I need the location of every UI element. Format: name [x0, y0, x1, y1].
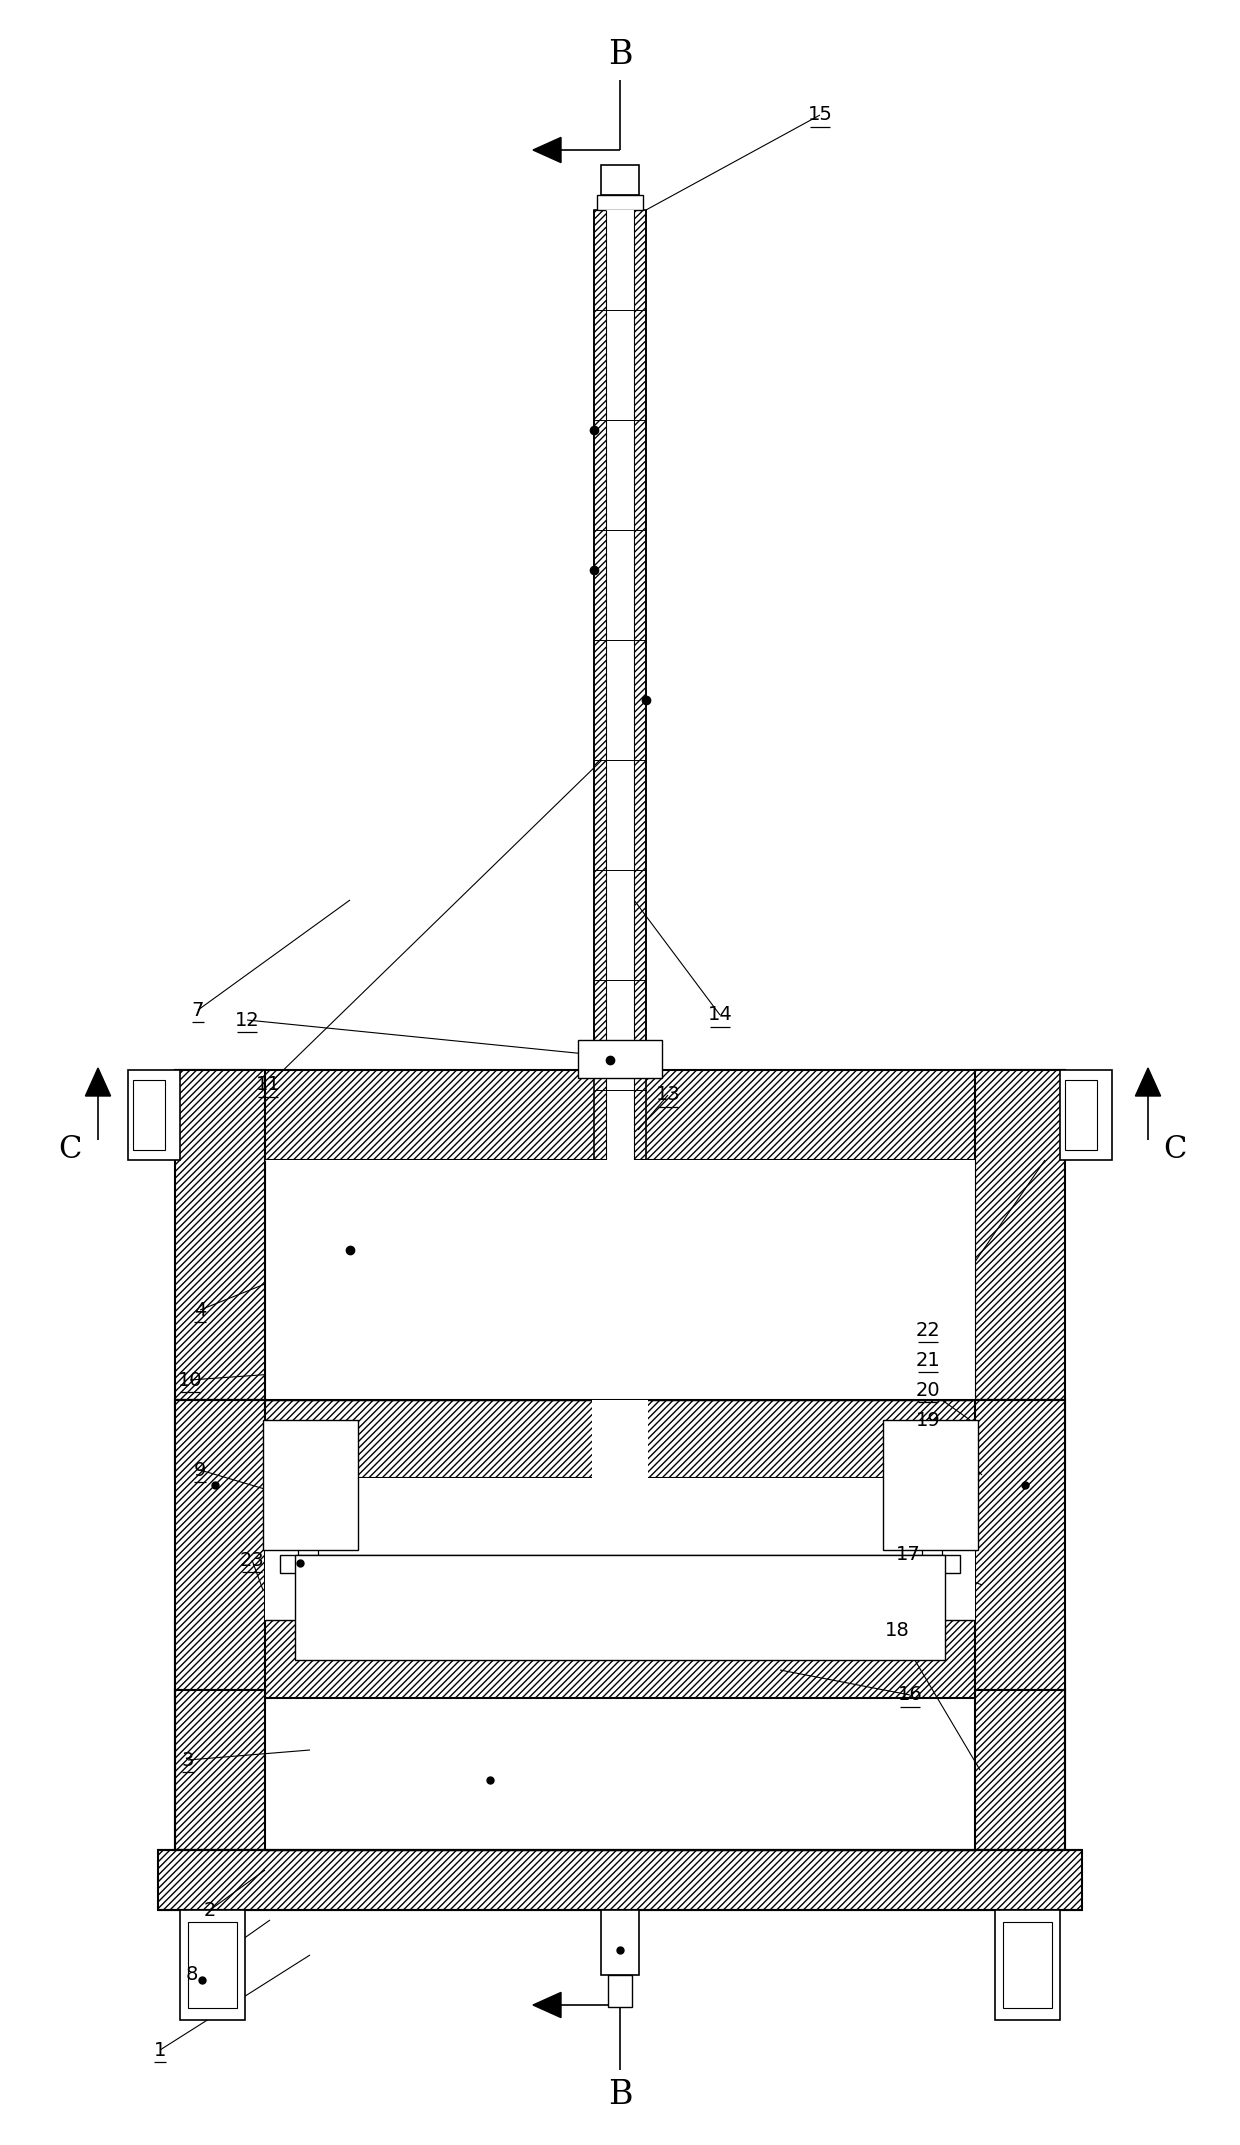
Bar [128, 1070, 180, 1160]
Bar [591, 1401, 649, 1478]
Bar [608, 1976, 632, 2008]
Bar [265, 1478, 975, 1619]
Text: 21: 21 [915, 1351, 940, 1369]
Polygon shape [1136, 1068, 1161, 1096]
Bar [157, 1849, 1083, 1909]
Bar [175, 1070, 1065, 1160]
Text: 8: 8 [186, 1965, 198, 1984]
Text: 18: 18 [884, 1619, 909, 1639]
Bar [975, 1401, 1065, 1690]
Bar [606, 210, 634, 1225]
Bar [1065, 1079, 1097, 1150]
Bar [596, 195, 644, 210]
Bar [594, 210, 646, 1225]
Bar [175, 1401, 265, 1690]
Text: B: B [608, 2079, 632, 2111]
Text: 1: 1 [154, 2040, 166, 2059]
Text: 12: 12 [234, 1010, 259, 1030]
Bar [175, 1619, 1065, 1699]
Bar [601, 165, 639, 195]
Text: 14: 14 [708, 1006, 733, 1025]
Text: 3: 3 [182, 1750, 195, 1770]
Text: 11: 11 [255, 1075, 280, 1094]
Bar [263, 1420, 358, 1551]
Bar [133, 1079, 165, 1150]
Bar [188, 1922, 237, 2008]
Text: 4: 4 [193, 1300, 206, 1319]
Bar [578, 1040, 662, 1079]
Polygon shape [86, 1068, 110, 1096]
Polygon shape [533, 137, 560, 163]
Text: 22: 22 [915, 1321, 940, 1338]
Polygon shape [533, 1993, 560, 2018]
Text: 16: 16 [898, 1686, 923, 1705]
Bar [1003, 1922, 1052, 2008]
Bar [295, 1555, 945, 1660]
Bar [175, 1070, 265, 1401]
Text: 19: 19 [915, 1411, 940, 1429]
Text: 13: 13 [656, 1085, 681, 1105]
Bar [175, 1401, 1065, 1478]
Bar [883, 1420, 978, 1551]
Text: C: C [1163, 1135, 1187, 1165]
Bar [601, 1909, 639, 1976]
Text: 2: 2 [203, 1900, 216, 1920]
Text: 17: 17 [895, 1547, 920, 1564]
Bar [265, 1160, 975, 1401]
Bar [994, 1909, 1060, 2021]
Text: 20: 20 [915, 1381, 940, 1399]
Bar [175, 1690, 265, 1849]
Bar [975, 1070, 1065, 1401]
Text: B: B [608, 39, 632, 71]
Bar [975, 1690, 1065, 1849]
Text: 15: 15 [807, 105, 832, 124]
Text: C: C [58, 1135, 82, 1165]
Bar [280, 1555, 960, 1572]
Text: 23: 23 [239, 1551, 264, 1570]
Text: 9: 9 [193, 1461, 206, 1480]
Text: 10: 10 [177, 1371, 202, 1390]
Text: 7: 7 [192, 1000, 205, 1019]
Bar [1060, 1070, 1112, 1160]
Bar [180, 1909, 246, 2021]
